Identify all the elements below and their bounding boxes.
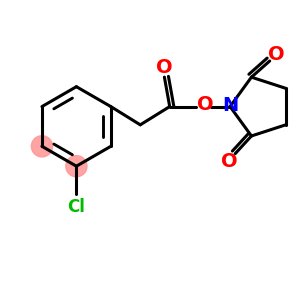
Text: O: O xyxy=(155,58,172,77)
Text: O: O xyxy=(268,45,284,64)
Text: O: O xyxy=(221,152,238,171)
Text: N: N xyxy=(222,97,238,116)
Text: O: O xyxy=(197,95,213,114)
Circle shape xyxy=(32,136,52,157)
Text: Cl: Cl xyxy=(68,197,85,215)
Circle shape xyxy=(66,156,87,177)
